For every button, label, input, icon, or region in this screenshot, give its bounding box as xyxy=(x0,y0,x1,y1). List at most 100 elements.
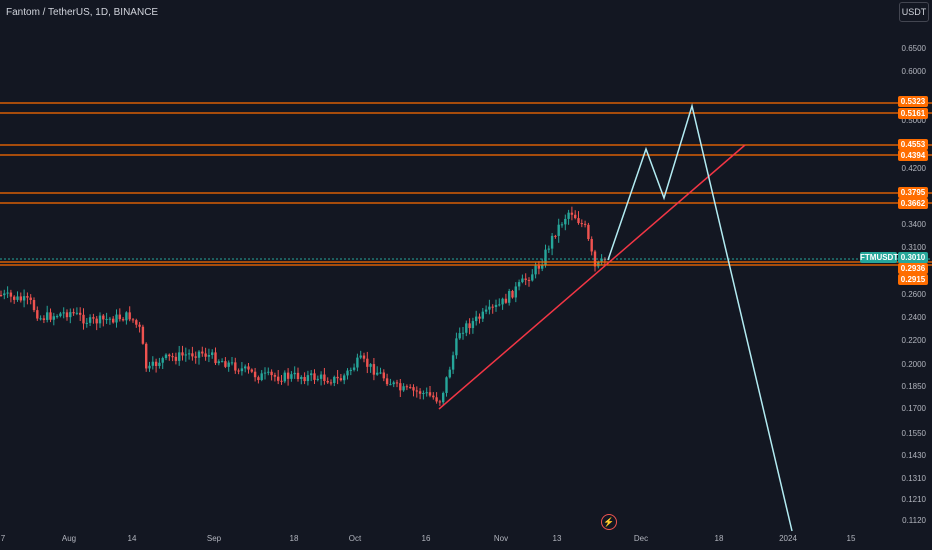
candle-body xyxy=(6,292,9,294)
price-label: 0.3100 xyxy=(901,243,926,252)
candle-body xyxy=(13,296,16,300)
candle-body xyxy=(108,318,112,320)
candle-body xyxy=(164,354,168,359)
candle-body xyxy=(234,362,237,371)
candle-body xyxy=(141,326,145,344)
level-badge: 0.5323 xyxy=(898,96,928,107)
candle-body xyxy=(587,224,590,240)
time-label: 14 xyxy=(127,534,137,543)
currency-button[interactable]: USDT xyxy=(899,2,929,22)
candle-body xyxy=(395,382,399,384)
candle-body xyxy=(471,321,475,329)
horizontal-levels xyxy=(0,102,932,266)
time-label: Sep xyxy=(206,534,222,543)
price-label: 0.1120 xyxy=(902,516,926,525)
price-label: 0.4200 xyxy=(901,164,926,173)
candle-body xyxy=(118,314,121,320)
candle-body xyxy=(112,318,115,323)
chart-title: Fantom / TetherUS, 1D, BINANCE xyxy=(6,7,159,18)
candle-body xyxy=(346,370,349,376)
candle-body xyxy=(339,378,343,381)
candle-body xyxy=(19,296,22,301)
candle-body xyxy=(79,312,82,315)
candle-body xyxy=(211,352,214,356)
candle-body xyxy=(323,374,326,381)
candle-body xyxy=(191,353,194,357)
candle-body xyxy=(570,212,574,215)
candle-body xyxy=(399,383,402,391)
price-label: 0.1310 xyxy=(901,474,926,483)
candle-body xyxy=(461,332,465,334)
candle-body xyxy=(468,323,471,329)
price-label: 0.1850 xyxy=(901,382,926,391)
level-badge: 0.3795 xyxy=(898,187,928,198)
candle-body xyxy=(290,374,293,379)
time-label: Aug xyxy=(61,534,77,543)
candle-body xyxy=(227,362,230,367)
candle-body xyxy=(214,352,217,364)
candle-body xyxy=(349,369,352,371)
price-label: 0.1700 xyxy=(901,404,926,413)
candle-body xyxy=(455,338,458,356)
candle-body xyxy=(52,316,55,320)
candle-body xyxy=(422,393,425,395)
candle-body xyxy=(583,223,587,225)
candle-body xyxy=(277,376,280,381)
last-price-badge: 0.3010 xyxy=(898,252,928,263)
candle-body xyxy=(115,314,118,323)
candle-body xyxy=(425,392,428,394)
candle-body xyxy=(125,312,128,321)
candle-body xyxy=(148,365,151,369)
candle-body xyxy=(382,372,385,379)
candle-body xyxy=(49,312,52,320)
price-label: 0.2200 xyxy=(901,336,926,345)
candle-body xyxy=(557,224,560,236)
candle-body xyxy=(329,382,333,384)
candle-body xyxy=(445,377,448,393)
candle-body xyxy=(42,318,46,320)
candle-body xyxy=(517,282,521,287)
candle-body xyxy=(442,392,445,403)
candle-body xyxy=(524,278,527,280)
candle-body xyxy=(187,353,191,355)
lightning-icon[interactable]: ⚡ xyxy=(601,514,617,530)
candle-body xyxy=(438,401,442,403)
candle-body xyxy=(590,239,593,252)
candle-body xyxy=(547,248,550,250)
candle-body xyxy=(135,320,138,325)
candle-body xyxy=(174,356,178,361)
candle-body xyxy=(333,376,336,383)
candle-body xyxy=(362,355,366,359)
candle-body xyxy=(514,286,517,298)
price-label: 0.6500 xyxy=(901,44,926,53)
candle-body xyxy=(171,356,174,358)
price-label: 0.2000 xyxy=(901,360,926,369)
candle-body xyxy=(154,361,158,366)
candle-body xyxy=(389,384,392,386)
candle-body xyxy=(504,298,508,303)
candle-body xyxy=(267,371,270,373)
time-label: Oct xyxy=(348,534,362,543)
candle-body xyxy=(458,333,461,339)
candle-body xyxy=(75,312,79,314)
candle-body xyxy=(59,313,62,317)
candle-body xyxy=(95,318,98,324)
level-badge: 0.3662 xyxy=(898,198,928,209)
candle-body xyxy=(418,391,422,394)
candle-body xyxy=(303,376,306,382)
candle-body xyxy=(29,297,32,301)
candle-body xyxy=(296,372,300,380)
candle-body xyxy=(409,387,412,389)
candle-body xyxy=(263,372,267,374)
time-label: 2024 xyxy=(779,534,797,543)
candle-body xyxy=(92,317,95,319)
price-label: 0.2400 xyxy=(901,313,926,322)
ticker-badge: FTMUSDT xyxy=(860,252,899,263)
level-badge: 0.4394 xyxy=(898,150,928,161)
candle-body xyxy=(478,316,481,319)
candle-body xyxy=(527,279,531,281)
candle-body xyxy=(88,317,92,323)
candle-body xyxy=(580,223,583,225)
candle-body xyxy=(184,354,187,356)
